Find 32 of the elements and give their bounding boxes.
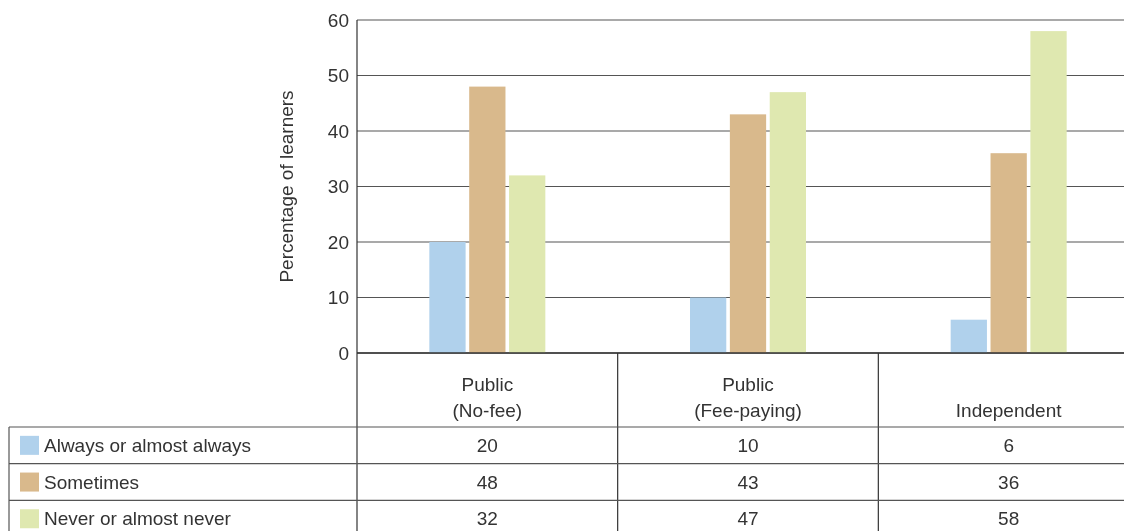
y-tick-label: 0 <box>338 342 349 364</box>
bar <box>469 86 506 353</box>
data-label: 47 <box>737 508 759 530</box>
data-label: 6 <box>1003 434 1014 456</box>
y-tick-label: 60 <box>327 9 349 31</box>
bar <box>429 242 466 353</box>
legend-label: Never or almost never <box>44 508 232 530</box>
legend-label: Sometimes <box>44 471 140 493</box>
data-label: 58 <box>998 508 1020 530</box>
bar <box>769 92 806 353</box>
data-label: 48 <box>476 471 498 493</box>
data-label: 10 <box>737 434 759 456</box>
x-tick-label: Independent <box>955 400 1063 421</box>
data-label: 43 <box>737 471 759 493</box>
y-axis-title: Percentage of learners <box>275 90 297 283</box>
bar <box>1030 31 1067 353</box>
bar <box>509 175 546 353</box>
y-tick-label: 20 <box>327 231 349 253</box>
bar <box>729 114 767 353</box>
y-tick-label: 50 <box>327 65 349 86</box>
y-tick-label: 30 <box>327 176 349 197</box>
data-label: 20 <box>476 434 498 456</box>
bar <box>690 297 727 353</box>
bar <box>990 153 1027 353</box>
y-tick-label: 40 <box>327 120 349 142</box>
bar <box>950 319 987 353</box>
y-tick-label: 10 <box>327 287 349 308</box>
x-tick-label: Public (No-fee) <box>452 374 523 421</box>
data-label: 32 <box>476 508 498 530</box>
data-label: 36 <box>998 471 1020 493</box>
x-tick-label: Public (Fee-paying) <box>694 374 802 421</box>
legend-label: Always or almost always <box>44 434 251 456</box>
